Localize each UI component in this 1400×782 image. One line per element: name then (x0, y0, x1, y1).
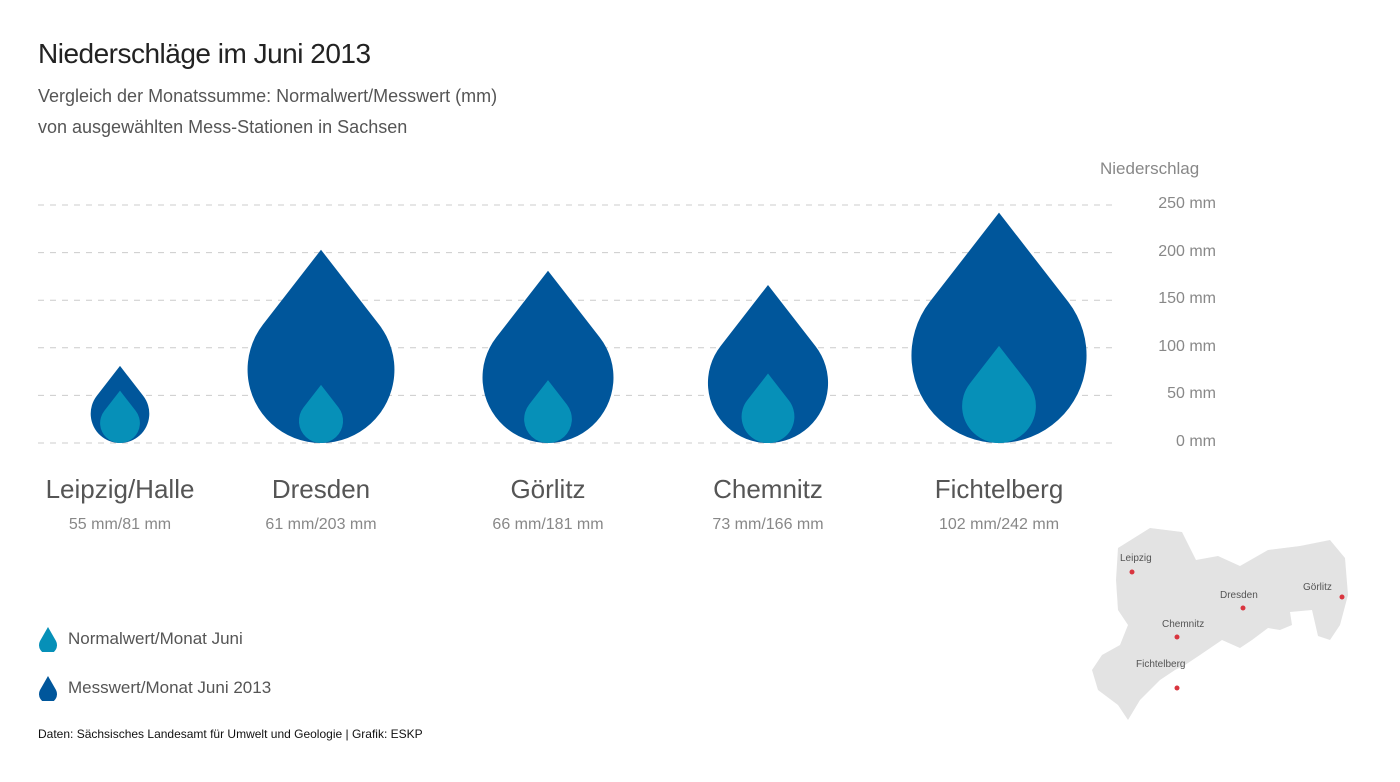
chart-subtitle: Vergleich der Monatssumme: Normalwert/Me… (38, 86, 498, 106)
station-label: Leipzig/Halle (45, 474, 195, 504)
y-tick-label: 150 mm (1158, 290, 1216, 308)
messwert-drop (707, 284, 829, 443)
messwert-drop (911, 212, 1087, 444)
legend-normalwert: Normalwert/Monat Juni (38, 626, 243, 652)
station-label: Fichtelberg (934, 474, 1064, 504)
value-label: 66 mm/181 mm (492, 516, 604, 533)
messwert-drop (482, 270, 614, 443)
legend-messwert: Messwert/Monat Juni 2013 (38, 675, 271, 701)
normalwert-drop (524, 380, 572, 444)
normalwert-drop (741, 373, 795, 443)
value-label: 73 mm/166 mm (712, 516, 824, 533)
y-tick-label: 0 mm (1176, 433, 1216, 450)
y-axis-label: Niederschlag (1100, 159, 1200, 178)
normalwert-drop (100, 390, 140, 443)
value-label: 55 mm/81 mm (68, 516, 172, 533)
normalwert-drop (298, 384, 344, 443)
source-footer: Daten: Sächsisches Landesamt für Umwelt … (38, 727, 423, 741)
y-tick-label: 100 mm (1158, 337, 1216, 355)
station-label: Dresden (271, 474, 371, 504)
station-label: Chemnitz (713, 474, 823, 504)
legend-label: Normalwert/Monat Juni (68, 629, 243, 648)
y-tick-label: 200 mm (1158, 242, 1216, 260)
normalwert-drop (962, 345, 1036, 443)
legend-label: Messwert/Monat Juni 2013 (68, 678, 272, 697)
light-drop-icon (39, 627, 57, 652)
chart-subtitle-2: von ausgewählten Mess-Stationen in Sachs… (38, 117, 408, 137)
y-tick-label: 50 mm (1167, 385, 1216, 403)
value-label: 61 mm/203 mm (265, 516, 377, 533)
dark-drop-icon (39, 676, 57, 701)
chart-title: Niederschläge im Juni 2013 (38, 38, 371, 69)
messwert-drop (247, 249, 395, 443)
y-tick-label: 250 mm (1158, 195, 1216, 212)
value-label: 102 mm/242 mm (938, 516, 1060, 533)
station-label: Görlitz (510, 474, 586, 504)
